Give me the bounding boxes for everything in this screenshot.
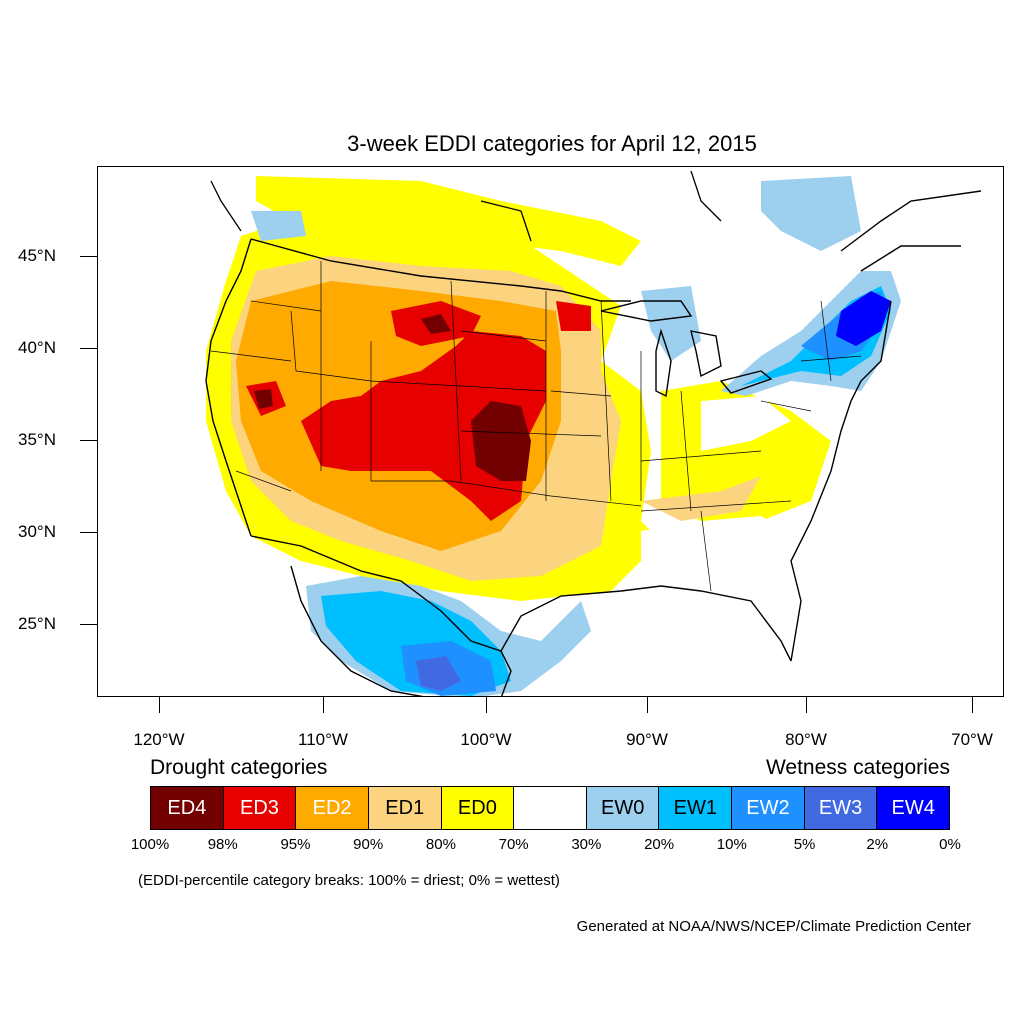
percent-break-label: 80% xyxy=(425,836,456,853)
lat-tick xyxy=(80,440,97,441)
legend-box-ed2: ED2 xyxy=(296,787,369,829)
ew1-canada-east xyxy=(761,176,861,251)
lat-tick xyxy=(80,532,97,533)
lon-label: 70°W xyxy=(951,730,993,749)
white-ohio xyxy=(701,396,791,451)
lon-label: 90°W xyxy=(626,730,668,749)
legend-box-ed1: ED1 xyxy=(368,787,442,829)
ed3-dakota xyxy=(556,301,591,331)
lon-tick xyxy=(486,697,487,713)
white-southeast xyxy=(641,516,801,601)
legend-box-ew0: EW0 xyxy=(586,787,660,829)
percent-break-label: 70% xyxy=(498,836,529,853)
lat-label: 30°N xyxy=(18,522,56,541)
legend-box-ed4: ED4 xyxy=(151,787,224,829)
credit-text: Generated at NOAA/NWS/NCEP/Climate Predi… xyxy=(576,918,971,935)
lon-tick xyxy=(972,697,973,713)
percent-break-label: 10% xyxy=(716,836,747,853)
percent-break-label: 90% xyxy=(353,836,384,853)
lat-label: 45°N xyxy=(18,246,56,265)
ew4-northeast xyxy=(836,291,891,346)
percent-break-label: 20% xyxy=(644,836,675,853)
legend-box-ed3: ED3 xyxy=(223,787,297,829)
percent-break-label: 95% xyxy=(280,836,311,853)
lat-label: 40°N xyxy=(18,338,56,357)
lon-tick xyxy=(159,697,160,713)
lon-label: 100°W xyxy=(460,730,512,749)
coastline-west xyxy=(205,238,252,537)
lake-erie xyxy=(719,370,773,394)
lon-label: 80°W xyxy=(785,730,827,749)
lat-tick xyxy=(80,256,97,257)
ed4-north xyxy=(421,314,451,334)
ew3-mexico xyxy=(416,656,461,691)
eddi-map xyxy=(97,166,1004,697)
ed4-region xyxy=(471,401,531,481)
coastline-east xyxy=(790,300,892,662)
legend-box-ew2: EW2 xyxy=(732,787,805,829)
lake-superior xyxy=(600,300,693,322)
lat-label: 25°N xyxy=(18,614,56,633)
percent-break-label: 2% xyxy=(866,836,889,853)
ed1-southeast xyxy=(641,476,761,521)
percent-break-label: 5% xyxy=(793,836,816,853)
coastline-northeast xyxy=(840,190,982,272)
percent-break-label: 98% xyxy=(207,836,238,853)
border-south xyxy=(250,535,792,662)
lon-label: 110°W xyxy=(298,730,348,749)
lat-label: 35°N xyxy=(18,430,56,449)
lat-tick xyxy=(80,624,97,625)
legend-box-neutral xyxy=(514,787,587,829)
ed3-region xyxy=(301,331,546,521)
percent-break-label: 100% xyxy=(130,836,170,853)
lon-tick xyxy=(323,697,324,713)
ew0-greatlakes xyxy=(641,286,701,361)
lon-tick xyxy=(647,697,648,713)
category-legend: ED4 ED3 ED2 ED1 ED0 EW0 EW1 EW2 EW3 EW4 xyxy=(150,786,950,830)
ew0-northwest xyxy=(251,211,306,241)
legend-box-ew3: EW3 xyxy=(804,787,878,829)
lon-tick xyxy=(806,697,807,713)
legend-box-ed0: ED0 xyxy=(441,787,515,829)
map-canvas xyxy=(205,170,982,696)
wetness-heading: Wetness categories xyxy=(765,756,950,779)
ed0-north xyxy=(256,176,641,266)
legend-box-ew1: EW1 xyxy=(659,787,733,829)
percent-break-label: 30% xyxy=(571,836,602,853)
ed4-nevada xyxy=(254,389,273,409)
map-title: 3-week EDDI categories for April 12, 201… xyxy=(347,131,757,156)
lake-michigan xyxy=(655,328,672,398)
legend-box-ew4: EW4 xyxy=(877,787,950,829)
lon-label: 120°W xyxy=(133,730,185,749)
lake-huron xyxy=(690,330,722,378)
coastline-canada xyxy=(210,170,722,242)
drought-heading: Drought categories xyxy=(150,756,328,779)
legend-note: (EDDI-percentile category breaks: 100% =… xyxy=(138,872,560,889)
lat-tick xyxy=(80,348,97,349)
coastline-mexico xyxy=(290,565,512,696)
percent-break-label: 0% xyxy=(939,836,961,853)
